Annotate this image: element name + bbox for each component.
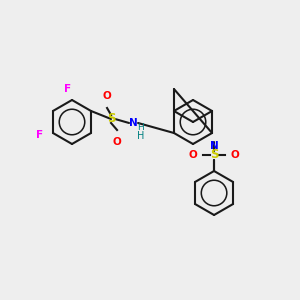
Text: F: F xyxy=(64,84,72,94)
Text: O: O xyxy=(103,91,111,101)
Text: O: O xyxy=(113,137,122,147)
Text: O: O xyxy=(189,150,197,160)
Text: O: O xyxy=(231,150,239,160)
Text: S: S xyxy=(107,112,115,125)
Text: S: S xyxy=(210,148,218,161)
Text: N: N xyxy=(129,118,137,128)
Text: H: H xyxy=(137,124,143,133)
Text: F: F xyxy=(36,130,43,140)
Text: H: H xyxy=(137,131,144,141)
Text: N: N xyxy=(210,141,218,151)
